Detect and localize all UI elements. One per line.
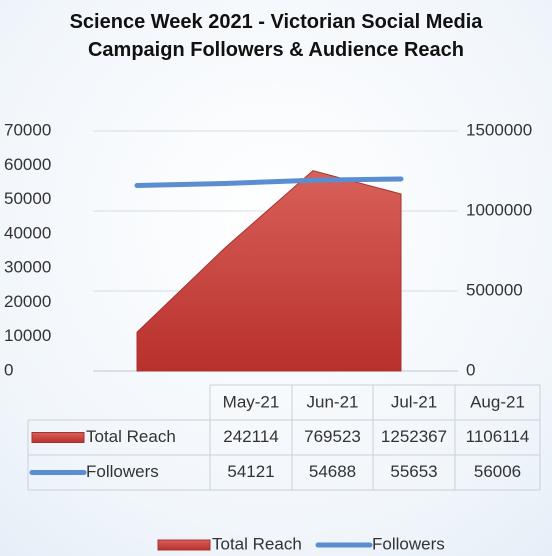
table-cell: 1106114 bbox=[466, 427, 530, 446]
table-cell: 242114 bbox=[223, 427, 278, 446]
table-row-label: Followers bbox=[86, 462, 159, 481]
y-tick-label: 20000 bbox=[4, 292, 51, 311]
line bbox=[134, 176, 404, 188]
table-cell: 1252367 bbox=[381, 427, 447, 446]
y2-tick-label: 1000000 bbox=[466, 200, 532, 219]
table-legend-key bbox=[31, 432, 85, 443]
legend-key bbox=[157, 539, 211, 551]
y-tick-label: 30000 bbox=[4, 258, 51, 277]
legend-label: Followers bbox=[372, 534, 445, 553]
legend-label: Total Reach bbox=[212, 534, 302, 553]
table-header: May-21 bbox=[223, 392, 280, 411]
table-header: Aug-21 bbox=[470, 392, 525, 411]
y2-tick-label: 1500000 bbox=[466, 120, 532, 139]
y2-tick-label: 0 bbox=[466, 360, 475, 379]
y-tick-label: 0 bbox=[4, 360, 13, 379]
y2-tick-label: 500000 bbox=[466, 280, 523, 299]
table-cell: 55653 bbox=[390, 462, 437, 481]
chart-title: Science Week 2021 - Victorian Social Med… bbox=[69, 11, 483, 61]
y-tick-label: 70000 bbox=[4, 120, 51, 139]
table-cell: 56006 bbox=[474, 462, 521, 481]
y-tick-label: 40000 bbox=[4, 223, 51, 242]
table-header: Jul-21 bbox=[391, 392, 437, 411]
y-tick-label: 60000 bbox=[4, 155, 51, 174]
area bbox=[136, 170, 402, 372]
table-header: Jun-21 bbox=[307, 392, 359, 411]
table-cell: 54688 bbox=[309, 462, 356, 481]
table-row-label: Total Reach bbox=[86, 427, 176, 446]
table-cell: 54121 bbox=[227, 462, 274, 481]
y-tick-label: 50000 bbox=[4, 189, 51, 208]
table-cell: 769523 bbox=[304, 427, 361, 446]
y-tick-label: 10000 bbox=[4, 326, 51, 345]
